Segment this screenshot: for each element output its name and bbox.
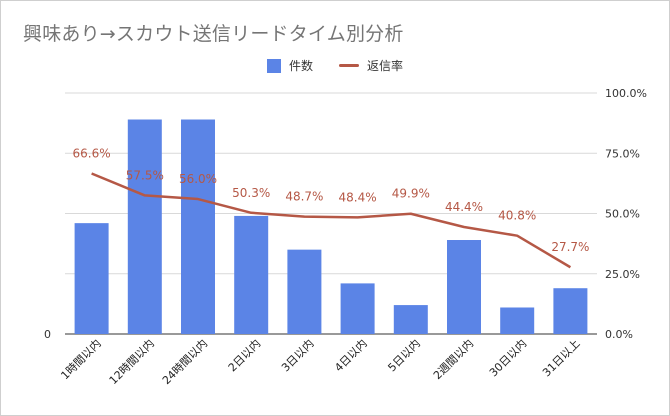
y-left-tick-label: 0 <box>44 328 51 341</box>
x-category-label: 31日以上 <box>540 337 582 379</box>
bar <box>393 305 428 334</box>
data-label: 48.7% <box>285 190 323 204</box>
data-label: 44.4% <box>445 200 483 214</box>
x-category-label: 1時間以内 <box>58 336 104 382</box>
chart-title: 興味あり→スカウト送信リードタイム別分析 <box>23 23 404 45</box>
rate-line <box>91 172 572 269</box>
bar <box>500 307 535 334</box>
x-category-label: 4日以内 <box>332 336 370 374</box>
x-category-label: 24時間以内 <box>159 336 210 387</box>
data-label: 57.5% <box>126 168 164 182</box>
bar <box>181 119 215 334</box>
data-label: 40.8% <box>498 209 536 223</box>
y-right-tick-label: 75.0% <box>605 147 640 160</box>
legend-item-rate: 返信率 <box>339 57 403 74</box>
bar <box>74 223 109 334</box>
bar <box>127 119 162 334</box>
legend-bar-swatch <box>266 58 281 73</box>
data-label: 66.6% <box>73 146 111 160</box>
x-category-label: 2週間以内 <box>430 336 476 382</box>
y-right-tick-label: 100.0% <box>605 87 647 100</box>
y-right-tick-label: 0.0% <box>605 328 633 341</box>
y-right-tick-label: 25.0% <box>605 268 640 281</box>
x-category-label: 12時間以内 <box>106 336 157 387</box>
data-label: 56.0% <box>179 172 217 186</box>
y-right-tick-label: 50.0% <box>605 208 640 221</box>
x-category-label: 3日以内 <box>278 336 316 374</box>
bar <box>553 288 588 334</box>
data-label: 49.9% <box>392 187 430 201</box>
data-label: 50.3% <box>232 186 270 200</box>
bar <box>340 283 375 334</box>
legend: 件数 返信率 <box>1 57 669 74</box>
bar <box>287 249 322 334</box>
bar <box>447 240 481 334</box>
x-category-label: 5日以内 <box>385 336 423 374</box>
legend-label-count: 件数 <box>288 59 313 73</box>
legend-label-rate: 返信率 <box>367 59 404 73</box>
x-category-label: 2日以内 <box>225 336 263 374</box>
data-label: 48.4% <box>339 190 377 204</box>
x-category-label: 30日以内 <box>486 336 529 379</box>
bar <box>234 215 269 334</box>
legend-line-swatch <box>339 64 359 67</box>
data-label: 27.7% <box>551 240 589 254</box>
legend-item-count: 件数 <box>266 57 313 74</box>
